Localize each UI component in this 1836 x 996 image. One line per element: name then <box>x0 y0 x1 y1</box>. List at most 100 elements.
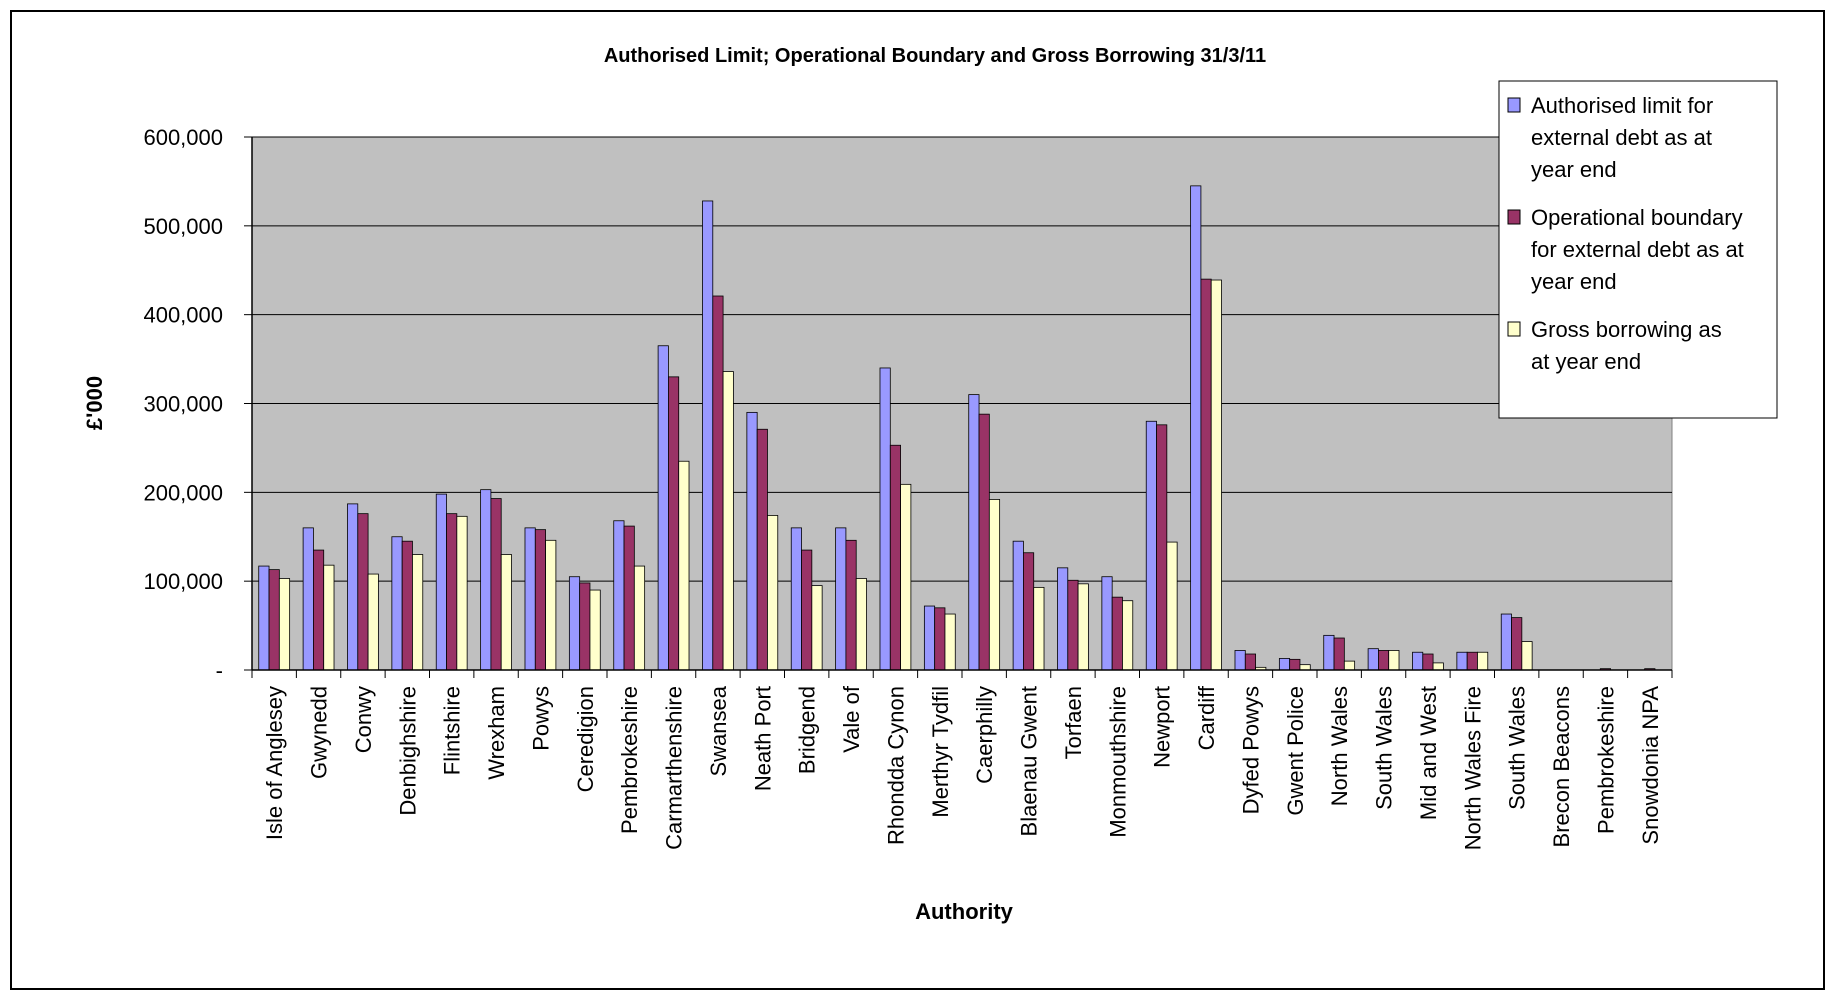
bar <box>357 513 369 671</box>
bar <box>391 536 403 671</box>
bar <box>1432 662 1444 671</box>
bar <box>1388 650 1400 671</box>
bar <box>1156 424 1168 671</box>
y-tick-label: - <box>216 658 223 683</box>
category-label: Rhondda Cynon <box>883 686 908 845</box>
bar <box>313 549 325 671</box>
bar <box>1511 617 1523 671</box>
bar <box>1077 583 1089 671</box>
bar <box>1012 540 1024 671</box>
y-tick-label: 100,000 <box>143 569 223 594</box>
category-label: Carmarthenshire <box>662 686 687 850</box>
bar <box>1023 552 1035 671</box>
axes <box>244 136 1673 678</box>
bar <box>500 554 512 671</box>
bar <box>623 525 635 671</box>
bar <box>1122 600 1134 671</box>
bar <box>1323 634 1335 671</box>
legend-box <box>1498 80 1778 419</box>
category-label: South Wales <box>1372 686 1397 810</box>
bar <box>456 515 468 671</box>
bar <box>1033 586 1045 671</box>
bar <box>1378 650 1390 671</box>
bar <box>446 513 458 671</box>
bar <box>1244 653 1256 671</box>
bar <box>258 565 270 671</box>
category-label: Gwynedd <box>307 686 332 779</box>
bar <box>934 607 946 671</box>
bar <box>367 573 379 671</box>
bar <box>480 489 492 671</box>
category-label: North Wales Fire <box>1460 686 1485 850</box>
category-label: Gwent Police <box>1283 686 1308 816</box>
bar <box>900 483 912 671</box>
bar <box>268 569 280 671</box>
category-label: Dyfed Powys <box>1238 686 1263 814</box>
category-label: Pembrokeshire <box>617 686 642 834</box>
category-label: Monmouthshire <box>1105 686 1130 838</box>
bar <box>1200 278 1212 671</box>
category-label: Ceredigion <box>573 686 598 792</box>
bar <box>1067 579 1079 671</box>
category-label: Snowdonia NPA <box>1638 686 1663 845</box>
y-axis-title: £'000 <box>82 376 107 430</box>
bar <box>756 428 768 671</box>
category-label: Cardiff <box>1194 685 1219 750</box>
category-label: Newport <box>1150 686 1175 768</box>
bar <box>1145 420 1157 671</box>
bar <box>633 565 646 671</box>
category-label: South Wales <box>1505 686 1530 810</box>
bar <box>855 578 867 671</box>
bar <box>1333 637 1345 671</box>
bar <box>1367 648 1379 671</box>
bar <box>401 540 413 671</box>
bar <box>435 493 447 671</box>
bar <box>412 554 424 671</box>
bar <box>923 605 936 671</box>
y-tick-label: 600,000 <box>143 125 223 150</box>
bar <box>524 527 536 671</box>
bar <box>1111 596 1123 671</box>
bar <box>1456 651 1468 671</box>
legend-label: year end <box>1531 157 1617 182</box>
bar <box>545 539 557 671</box>
legend-swatch <box>1507 209 1521 225</box>
bar <box>1422 653 1434 671</box>
x-axis-title: Authority <box>915 899 1014 924</box>
bar <box>1166 541 1178 671</box>
bar <box>302 527 314 671</box>
category-label: Caerphilly <box>972 686 997 784</box>
y-tick-label: 400,000 <box>143 303 223 328</box>
bar <box>889 444 901 671</box>
y-tick-label: 300,000 <box>143 392 223 417</box>
bar <box>978 413 990 671</box>
legend-label: external debt as at <box>1531 125 1712 150</box>
category-label: Vale of <box>839 685 864 753</box>
category-label: Merthyr Tydfil <box>928 686 953 818</box>
bar <box>801 549 813 671</box>
bar <box>1278 658 1291 671</box>
chart-title: Authorised Limit; Operational Boundary a… <box>604 45 1266 67</box>
bar <box>613 520 625 671</box>
category-label: Neath Port <box>750 686 775 791</box>
bar <box>1101 576 1113 671</box>
bar <box>579 582 591 671</box>
bar <box>1234 650 1246 671</box>
category-label: Swansea <box>706 685 731 776</box>
legend-swatch <box>1507 321 1521 337</box>
category-labels: Isle of Anglesey Gwynedd Conwy Denbighshire… <box>262 685 1663 850</box>
bar <box>1289 658 1301 671</box>
bar <box>1343 660 1356 671</box>
bar <box>1521 641 1533 671</box>
bar <box>323 564 335 671</box>
bar <box>811 585 823 671</box>
bar <box>1190 185 1202 671</box>
bar <box>790 527 802 671</box>
bar <box>278 578 291 671</box>
legend-items: Authorised limit for external debt as at y… <box>1507 93 1744 374</box>
y-tick-labels: - 100,000 200,000 300,000 400,000 500,000 600,… <box>143 125 223 683</box>
bar <box>1210 279 1222 671</box>
bar <box>835 527 847 671</box>
